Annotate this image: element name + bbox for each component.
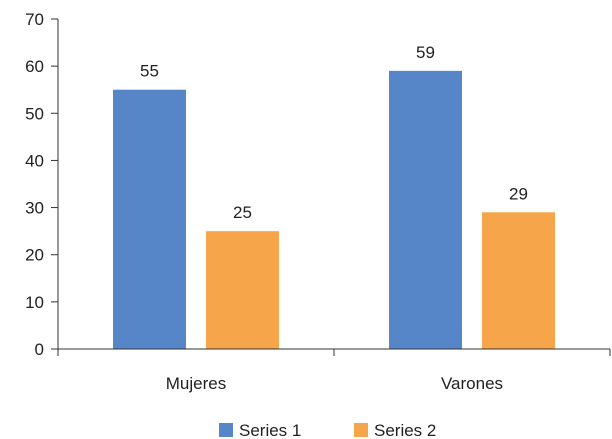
data-label: 29: [509, 184, 528, 203]
bar-series-2-varones: [482, 212, 555, 349]
x-axis: Mujeres Varones: [57, 348, 611, 393]
bars: 55 25 59 29: [113, 43, 555, 349]
y-axis: 0 10 20 30 40 50 60 70: [25, 10, 59, 359]
legend-swatch: [354, 423, 368, 437]
legend: Series 1 Series 2: [219, 421, 436, 439]
data-label: 59: [416, 43, 435, 62]
y-tick-label: 10: [25, 293, 44, 312]
data-label: 55: [140, 62, 159, 81]
y-tick-label: 70: [25, 10, 44, 29]
bar-series-1-mujeres: [113, 89, 186, 349]
data-label: 25: [233, 203, 252, 222]
legend-label: Series 1: [239, 421, 301, 439]
y-tick-label: 20: [25, 246, 44, 265]
y-tick-label: 30: [25, 199, 44, 218]
legend-label: Series 2: [374, 421, 436, 439]
x-category-label: Varones: [441, 374, 503, 393]
bar-series-1-varones: [389, 70, 462, 349]
bar-series-2-mujeres: [206, 231, 279, 349]
y-tick-label: 60: [25, 57, 44, 76]
y-tick-label: 50: [25, 104, 44, 123]
y-tick-label: 40: [25, 151, 44, 170]
legend-swatch: [219, 423, 233, 437]
x-category-label: Mujeres: [166, 374, 226, 393]
y-tick-label: 0: [35, 340, 44, 359]
